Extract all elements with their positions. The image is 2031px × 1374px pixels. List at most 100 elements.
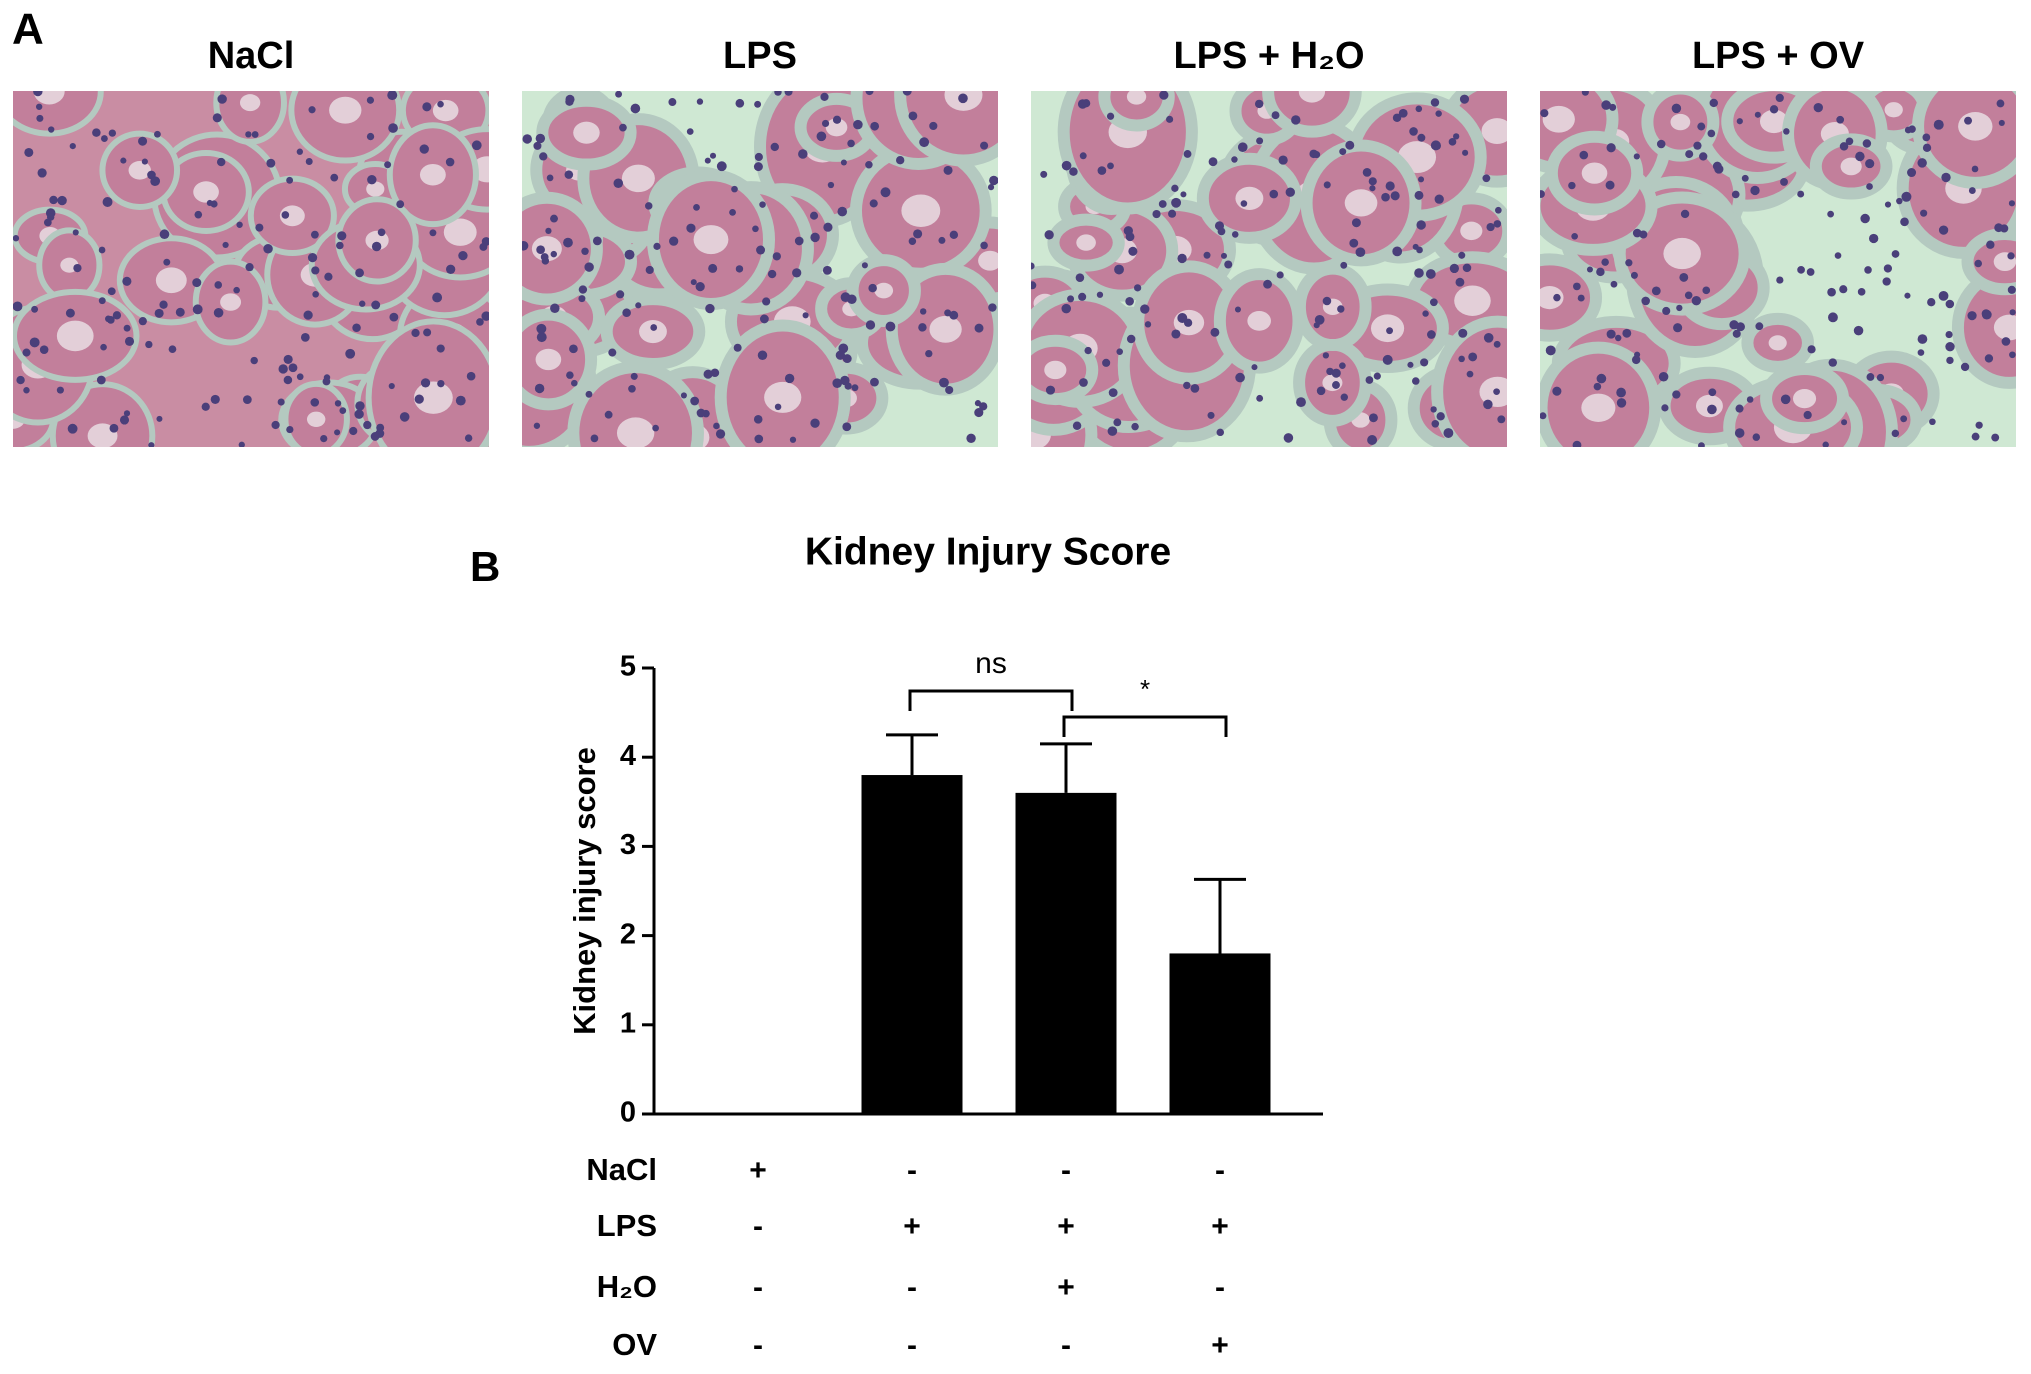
nucleus [1996, 99, 2005, 108]
nucleus [902, 91, 912, 96]
nucleus [1929, 418, 1936, 426]
nucleus [1381, 192, 1390, 202]
nucleus [1986, 240, 1995, 249]
nucleus [705, 303, 715, 314]
nucleus [690, 279, 697, 286]
nucleus [810, 232, 820, 243]
nucleus [1339, 148, 1347, 156]
nucleus [1540, 412, 1547, 420]
nucleus [1862, 139, 1872, 148]
nucleus [194, 210, 203, 219]
nucleus [1061, 303, 1071, 314]
nucleus [566, 371, 574, 379]
nucleus [283, 375, 293, 385]
nucleus [2007, 285, 2016, 294]
nucleus [1917, 158, 1927, 168]
error-bar [1194, 877, 1246, 954]
lumen [1076, 234, 1096, 251]
nucleus [1834, 252, 1842, 259]
nucleus [1797, 190, 1805, 198]
nucleus [949, 310, 959, 320]
nucleus [630, 372, 638, 380]
nucleus [310, 230, 319, 239]
treatment-mark: + [749, 1154, 767, 1187]
y-tick-label: 5 [620, 651, 636, 683]
nucleus [359, 300, 366, 307]
nucleus [896, 156, 905, 165]
nucleus [154, 308, 164, 318]
lumen [220, 293, 242, 311]
treatment-mark: + [1057, 1210, 1075, 1243]
nucleus [919, 137, 930, 148]
nucleus [1827, 210, 1834, 218]
nucleus [1945, 299, 1955, 309]
nucleus [36, 114, 44, 122]
nucleus [1845, 137, 1854, 146]
lumen [1481, 118, 1507, 144]
nucleus [753, 162, 763, 172]
nucleus [835, 350, 846, 360]
nucleus [371, 241, 382, 252]
nucleus [96, 375, 106, 385]
nucleus [1769, 105, 1779, 114]
nucleus [1616, 398, 1627, 408]
lumen [1540, 285, 1564, 310]
nucleus [1386, 327, 1394, 335]
nucleus [1828, 358, 1838, 367]
y-tick-label: 2 [620, 918, 636, 950]
nucleus [1822, 441, 1829, 447]
nucleus [1340, 393, 1348, 401]
nucleus [1271, 111, 1280, 120]
nucleus [1708, 388, 1717, 397]
significance-label: * [1140, 674, 1150, 704]
nucleus [1904, 292, 1911, 299]
nucleus [1497, 415, 1506, 424]
nucleus [704, 157, 711, 164]
nucleus [635, 302, 642, 309]
nucleus [192, 278, 202, 288]
nucleus [1045, 385, 1056, 395]
nucleus [522, 240, 529, 251]
micrograph [522, 91, 998, 447]
nucleus [584, 262, 594, 272]
nucleus [880, 187, 891, 198]
nucleus [349, 426, 358, 436]
nucleus [716, 161, 727, 172]
nucleus [2007, 252, 2015, 260]
nucleus [980, 241, 988, 250]
lumen [1768, 335, 1787, 351]
nucleus [436, 344, 445, 353]
lumen [193, 181, 219, 203]
nucleus [250, 356, 258, 365]
nucleus [784, 373, 795, 384]
nucleus [159, 300, 168, 309]
treatment-label: NaCl [586, 1152, 657, 1187]
nucleus [98, 246, 106, 254]
lumen [1344, 189, 1378, 217]
nucleus [1625, 259, 1633, 267]
nucleus [16, 375, 25, 385]
nucleus [762, 297, 771, 306]
nucleus [1468, 352, 1478, 362]
nucleus [33, 91, 43, 97]
nucleus [696, 408, 706, 418]
nucleus [966, 433, 976, 443]
nucleus [1412, 243, 1419, 250]
nucleus [885, 321, 896, 332]
treatment-mark: - [1215, 1154, 1225, 1187]
nucleus [1458, 328, 1468, 338]
nucleus [476, 318, 484, 326]
y-tick-label: 4 [620, 740, 636, 772]
nucleus [1417, 133, 1426, 142]
nucleus [1269, 189, 1279, 199]
lumen [1454, 285, 1491, 316]
nucleus [563, 237, 573, 248]
nucleus [1568, 181, 1576, 190]
nucleus [1171, 329, 1181, 339]
nucleus [1084, 346, 1092, 355]
nucleus [1369, 413, 1378, 423]
lumen [1044, 360, 1067, 380]
nucleus [311, 266, 320, 275]
nucleus [1339, 362, 1346, 370]
nucleus [1651, 286, 1661, 296]
